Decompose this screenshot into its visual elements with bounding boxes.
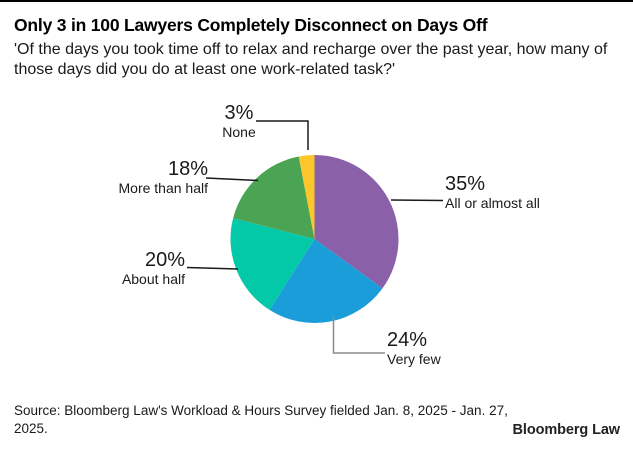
pie-label-more-than-half: 18% More than half (38, 158, 209, 197)
chart-title: Only 3 in 100 Lawyers Completely Disconn… (14, 15, 488, 35)
pie-label-about-half-value: 20% (144, 249, 185, 271)
pie-slice-none (298, 155, 315, 239)
pie-slice-about-half (230, 218, 315, 310)
pie-label-none: 3% None (169, 102, 309, 141)
leader-line-very-few (332, 317, 385, 354)
leader-line-all-or-almost-all (390, 199, 444, 202)
bloomberg-law-logo: Bloomberg Law (512, 422, 621, 438)
pie-label-about-half-category: About half (121, 271, 185, 287)
pie-slice-very-few (269, 239, 383, 323)
pie-slice-more-than-half (233, 156, 315, 239)
pie-label-more-than-half-category: More than half (118, 180, 209, 196)
pie-slices (230, 155, 399, 323)
pie-label-more-than-half-value: 18% (167, 158, 208, 180)
pie-label-all-or-almost-all: 35% All or almost all (445, 173, 625, 212)
pie-label-all-or-almost-all-value: 35% (445, 173, 486, 195)
pie-label-none-category: None (222, 124, 256, 140)
leader-line-none (256, 120, 309, 150)
leader-line-more-than-half (205, 177, 259, 182)
pie-slice-all-or-almost-all (314, 155, 399, 289)
pie-label-very-few: 24% Very few (387, 329, 547, 368)
top-border (0, 0, 633, 2)
pie-label-none-value: 3% (224, 102, 254, 124)
chart-subtitle: 'Of the days you took time off to relax … (14, 41, 608, 78)
leader-line-about-half (186, 266, 239, 270)
pie-label-all-or-almost-all-category: All or almost all (445, 195, 540, 211)
source-note: Source: Bloomberg Law's Workload & Hours… (14, 403, 508, 436)
pie-label-very-few-value: 24% (387, 329, 428, 351)
pie-label-very-few-category: Very few (387, 351, 441, 367)
pie-label-about-half: 20% About half (45, 249, 185, 288)
